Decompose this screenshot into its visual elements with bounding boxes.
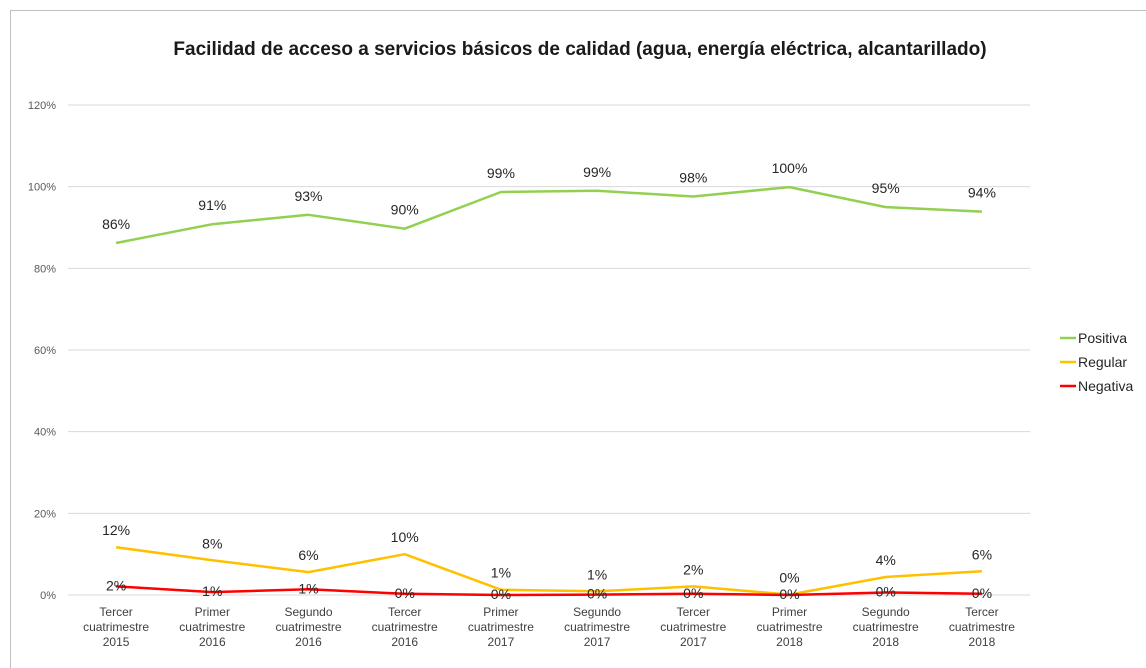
data-label-regular: 6%: [298, 547, 318, 563]
data-label-positiva: 99%: [487, 165, 515, 181]
series-line-negativa: [116, 585, 982, 597]
data-label-positiva: 93%: [294, 188, 322, 204]
data-label-positiva: 91%: [198, 197, 226, 213]
series-line-positiva: [115, 185, 982, 245]
data-label-regular: 2%: [683, 561, 703, 577]
x-tick-label: Primer cuatrimestre 2018: [756, 605, 822, 649]
x-tick-label: Tercer cuatrimestre 2016: [372, 605, 438, 649]
x-tick-label-line: cuatrimestre: [660, 620, 726, 634]
chart-frame: [10, 10, 1146, 668]
data-label-negativa: 2%: [106, 577, 126, 593]
data-label-negativa: 0%: [395, 585, 415, 601]
x-tick-label: Tercer cuatrimestre 2017: [660, 605, 726, 649]
data-label-regular: 1%: [491, 565, 511, 581]
x-tick-label-line: cuatrimestre: [275, 620, 341, 634]
x-tick-label-line: cuatrimestre: [468, 620, 534, 634]
legend-label-regular: Regular: [1078, 354, 1127, 370]
x-tick-label-line: cuatrimestre: [853, 620, 919, 634]
data-label-positiva: 100%: [772, 160, 808, 176]
data-label-positiva: 86%: [102, 216, 130, 232]
data-label-negativa: 0%: [972, 585, 992, 601]
y-tick-label: 40%: [34, 427, 56, 439]
x-tick-label: Primer cuatrimestre 2017: [468, 605, 534, 649]
series-lines: [115, 185, 982, 597]
data-label-negativa: 0%: [779, 586, 799, 602]
data-label-positiva: 99%: [583, 164, 611, 180]
legend-label-negativa: Negativa: [1078, 378, 1133, 394]
data-label-negativa: 1%: [202, 583, 222, 599]
data-label-positiva: 95%: [872, 180, 900, 196]
x-tick-label-line: Segundo: [862, 605, 910, 619]
data-label-negativa: 1%: [298, 580, 318, 596]
x-tick-label-line: Tercer: [965, 605, 998, 619]
y-tick-label: 60%: [34, 345, 56, 357]
x-tick-label-line: cuatrimestre: [179, 620, 245, 634]
y-tick-label: 0%: [40, 590, 56, 602]
data-label-negativa: 0%: [876, 584, 896, 600]
series-line-regular: [115, 545, 982, 596]
x-tick-label-line: 2018: [969, 635, 996, 649]
data-label-regular: 4%: [876, 552, 896, 568]
y-tick-label: 100%: [28, 182, 56, 194]
x-tick-label-line: Primer: [483, 605, 518, 619]
legend: Positiva Regular Negativa: [1060, 330, 1133, 394]
x-tick-label-line: 2018: [776, 635, 803, 649]
x-tick-label-line: cuatrimestre: [372, 620, 438, 634]
x-tick-label: Segundo cuatrimestre 2018: [853, 605, 919, 649]
x-tick-label: Tercer cuatrimestre 2018: [949, 605, 1015, 649]
x-tick-label-line: 2017: [680, 635, 707, 649]
x-tick-label-line: 2017: [584, 635, 611, 649]
x-tick-label: Segundo cuatrimestre 2017: [564, 605, 630, 649]
x-tick-label-line: cuatrimestre: [949, 620, 1015, 634]
x-tick-label-line: 2016: [295, 635, 322, 649]
x-tick-label: Tercer cuatrimestre 2015: [83, 605, 149, 649]
x-tick-label-line: Primer: [195, 605, 230, 619]
data-label-regular: 0%: [779, 570, 799, 586]
data-label-negativa: 0%: [491, 586, 511, 602]
data-label-regular: 6%: [972, 546, 992, 562]
x-tick-label-line: cuatrimestre: [83, 620, 149, 634]
data-label-negativa: 0%: [587, 586, 607, 602]
x-tick-label-line: 2016: [391, 635, 418, 649]
x-tick-label: Segundo cuatrimestre 2016: [275, 605, 341, 649]
data-label-positiva: 94%: [968, 185, 996, 201]
x-tick-label-line: Primer: [772, 605, 807, 619]
data-label-regular: 1%: [587, 566, 607, 582]
data-label-positiva: 90%: [391, 202, 419, 218]
data-label-regular: 12%: [102, 522, 130, 538]
x-tick-label-line: cuatrimestre: [756, 620, 822, 634]
y-tick-label: 20%: [34, 508, 56, 520]
chart-title: Facilidad de acceso a servicios básicos …: [173, 39, 986, 60]
x-tick-label-line: cuatrimestre: [564, 620, 630, 634]
x-tick-label-line: Segundo: [284, 605, 332, 619]
data-label-regular: 8%: [202, 535, 222, 551]
data-label-regular: 10%: [391, 529, 419, 545]
y-axis-ticks: 0% 20% 40% 60% 80% 100% 120%: [28, 100, 56, 602]
x-tick-label: Primer cuatrimestre 2016: [179, 605, 245, 649]
y-tick-label: 120%: [28, 100, 56, 112]
x-tick-label-line: Tercer: [677, 605, 710, 619]
x-tick-label-line: 2017: [488, 635, 515, 649]
legend-label-positiva: Positiva: [1078, 330, 1127, 346]
data-labels: 86% 91% 93% 90% 99% 99% 98% 100% 95% 94% 12% 8% 6% 10…: [102, 160, 996, 602]
data-label-positiva: 98%: [679, 169, 707, 185]
gridlines: [68, 104, 1030, 596]
y-tick-label: 80%: [34, 263, 56, 275]
x-tick-label-line: 2018: [872, 635, 899, 649]
x-tick-label-line: Tercer: [99, 605, 132, 619]
data-label-negativa: 0%: [683, 585, 703, 601]
x-tick-label-line: Tercer: [388, 605, 421, 619]
x-tick-label-line: Segundo: [573, 605, 621, 619]
x-tick-label-line: 2016: [199, 635, 226, 649]
x-tick-label-line: 2015: [103, 635, 130, 649]
